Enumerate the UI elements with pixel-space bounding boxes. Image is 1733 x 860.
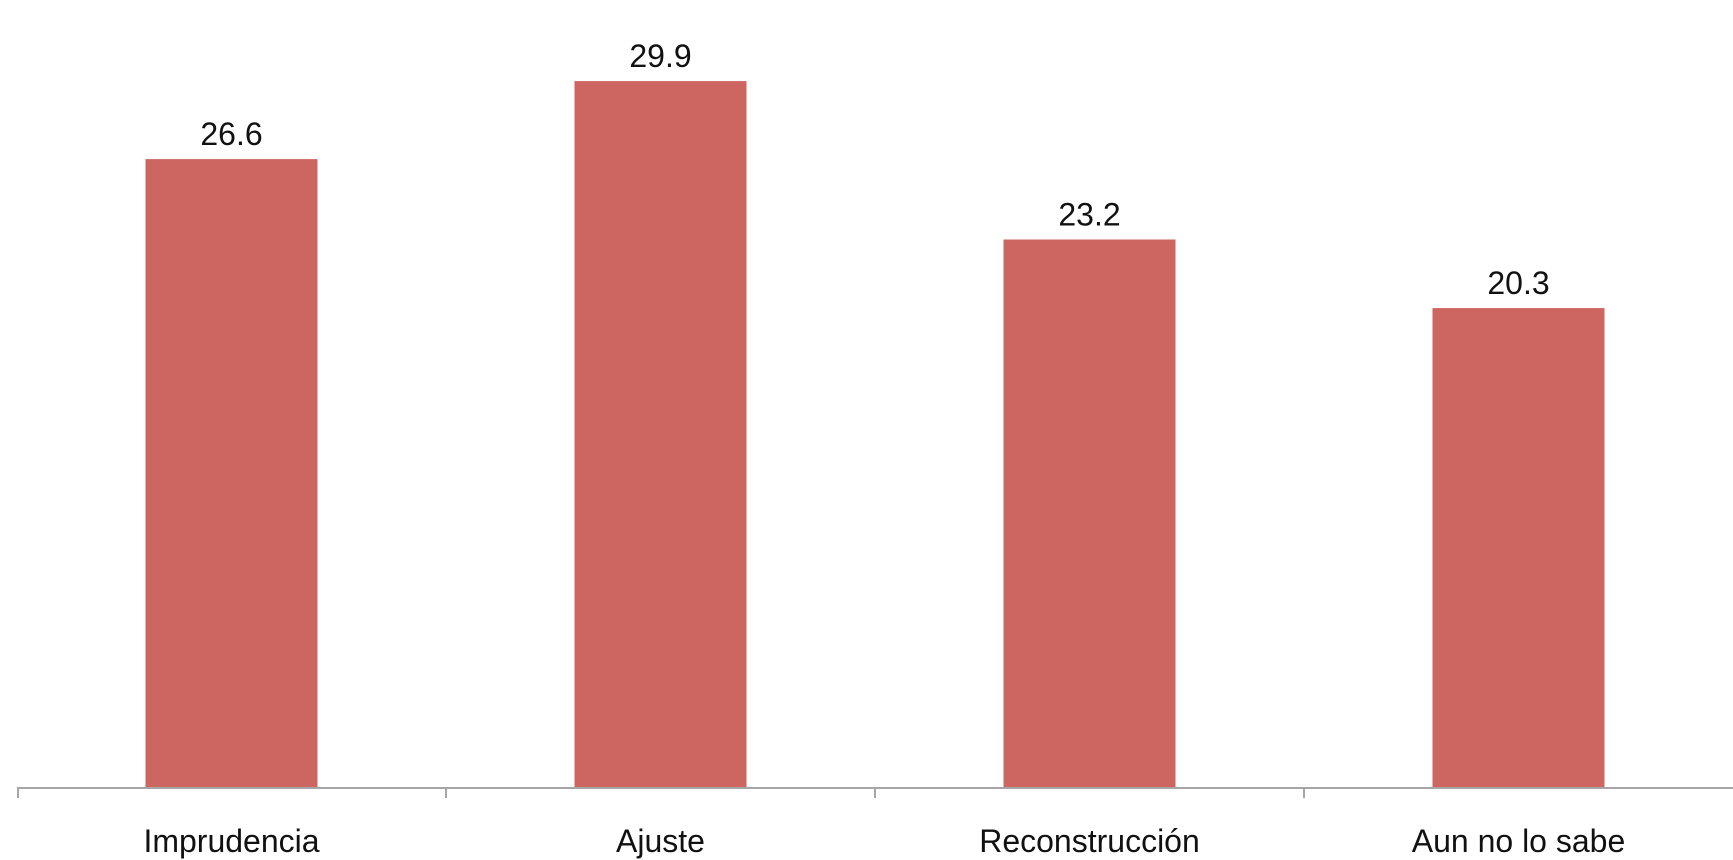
data-label-2: 29.9: [629, 38, 691, 74]
bars-group: [145, 81, 1605, 789]
data-label-1: 26.6: [200, 116, 262, 152]
category-label-4: Aun no lo sabe: [1412, 823, 1626, 859]
category-label-1: Imprudencia: [143, 823, 319, 859]
data-label-4: 20.3: [1487, 265, 1549, 301]
category-label-3: Reconstrucción: [979, 823, 1200, 859]
bar-4: [1432, 308, 1605, 788]
bar-1: [145, 159, 318, 788]
value-labels-group: 26.6 29.9 23.2 20.3: [200, 38, 1549, 301]
x-axis: [17, 787, 1733, 798]
category-labels-group: Imprudencia Ajuste Reconstrucción Aun no lo…: [143, 823, 1625, 859]
bar-2: [574, 81, 747, 789]
bar-3: [1003, 239, 1176, 788]
category-label-2: Ajuste: [616, 823, 705, 859]
data-label-3: 23.2: [1058, 197, 1120, 233]
